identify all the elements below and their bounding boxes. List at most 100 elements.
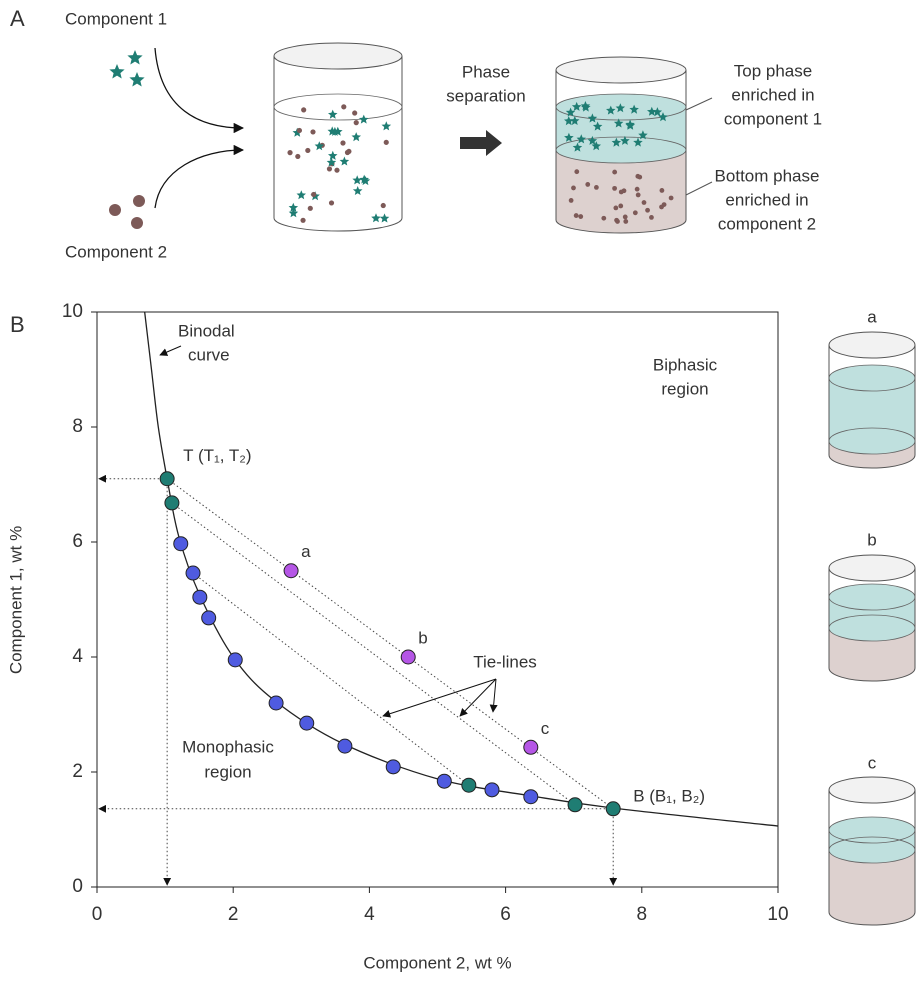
dot-icon (334, 168, 339, 173)
y-tick-label: 8 (72, 416, 83, 437)
y-tick-label: 6 (72, 531, 83, 552)
data-point (401, 650, 415, 664)
y-tick-label: 0 (72, 876, 83, 897)
dot-icon (619, 190, 624, 195)
component-1-label: Component 1 (65, 9, 167, 28)
cylinder-top (829, 777, 915, 803)
dot-icon (636, 193, 641, 198)
data-point (338, 739, 352, 753)
liquid-surface (274, 94, 402, 120)
annotation: curve (188, 345, 230, 364)
y-tick-label: 2 (72, 761, 83, 782)
dot-icon (340, 140, 345, 145)
dot-icon (346, 149, 351, 154)
dot-icon (569, 198, 574, 203)
dot-icon (310, 129, 315, 134)
dot-icon (131, 217, 143, 229)
data-point (174, 537, 188, 551)
dot-icon (327, 166, 332, 171)
point-label: b (418, 628, 427, 647)
liquid-surface (829, 584, 915, 610)
dot-icon (341, 104, 346, 109)
annotation: Binodal (178, 321, 235, 340)
dot-icon (287, 150, 292, 155)
dot-icon (297, 128, 302, 133)
cylinder-top (829, 555, 915, 581)
dot-icon (623, 219, 628, 224)
tie-line (167, 479, 613, 809)
dot-icon (574, 169, 579, 174)
dot-icon (571, 186, 576, 191)
leader-line (686, 182, 712, 195)
annotation-arrow (383, 679, 496, 716)
liquid-surface (829, 817, 915, 843)
star-icon (109, 64, 124, 79)
dot-icon (109, 204, 121, 216)
data-point (524, 740, 538, 754)
dot-icon (384, 140, 389, 145)
data-point (284, 564, 298, 578)
x-tick-label: 10 (767, 904, 788, 925)
top-phase-label: component 1 (724, 109, 822, 128)
y-axis-label: Component 1, wt % (6, 526, 25, 674)
arrow (155, 150, 243, 208)
liquid-surface (829, 365, 915, 391)
annotation-arrow (160, 346, 181, 355)
data-point (524, 790, 538, 804)
cylinder-label: c (868, 753, 877, 772)
point-label: T (T₁, T₂) (183, 446, 251, 465)
data-point (568, 798, 582, 812)
data-point (606, 802, 620, 816)
x-tick-label: 0 (92, 904, 103, 925)
bottom-phase-label: component 2 (718, 214, 816, 233)
dot-icon (352, 110, 357, 115)
data-point (386, 760, 400, 774)
dot-icon (585, 182, 590, 187)
dot-icon (669, 196, 674, 201)
annotation: region (204, 762, 251, 781)
dot-icon (381, 203, 386, 208)
panel-label: A (10, 6, 25, 31)
dot-icon (618, 204, 623, 209)
data-point (300, 716, 314, 730)
annotation: Biphasic (653, 355, 718, 374)
x-tick-label: 2 (228, 904, 239, 925)
bottom-phase-label: Bottom phase (715, 166, 820, 185)
arrow-label: Phase (462, 62, 510, 81)
star-icon (127, 50, 142, 65)
data-point (165, 496, 179, 510)
cylinder-label: b (867, 530, 876, 549)
top-phase-label: Top phase (734, 61, 812, 80)
annotation: Monophasic (182, 737, 274, 756)
arrow (155, 48, 243, 128)
cylinder-top (556, 57, 686, 83)
data-point (462, 778, 476, 792)
y-tick-label: 4 (72, 646, 83, 667)
data-point (269, 696, 283, 710)
leader-line (686, 98, 712, 110)
dot-icon (578, 214, 583, 219)
dot-icon (645, 208, 650, 213)
dot-icon (301, 107, 306, 112)
dot-icon (642, 200, 647, 205)
dot-icon (295, 154, 300, 159)
data-point (228, 653, 242, 667)
data-point (485, 783, 499, 797)
annotation: Tie-lines (473, 652, 537, 671)
star-icon (129, 72, 144, 87)
top-phase-label: enriched in (731, 85, 814, 104)
cylinder-top (274, 43, 402, 69)
dot-icon (300, 218, 305, 223)
dot-icon (659, 205, 664, 210)
data-point (437, 774, 451, 788)
annotation-arrow (493, 679, 496, 712)
dot-icon (594, 185, 599, 190)
dot-icon (637, 175, 642, 180)
component-2-label: Component 2 (65, 242, 167, 261)
cylinder-top (829, 332, 915, 358)
dot-icon (649, 215, 654, 220)
dot-icon (329, 200, 334, 205)
x-axis-label: Component 2, wt % (363, 953, 511, 972)
x-tick-label: 4 (364, 904, 375, 925)
y-tick-label: 10 (62, 301, 83, 322)
